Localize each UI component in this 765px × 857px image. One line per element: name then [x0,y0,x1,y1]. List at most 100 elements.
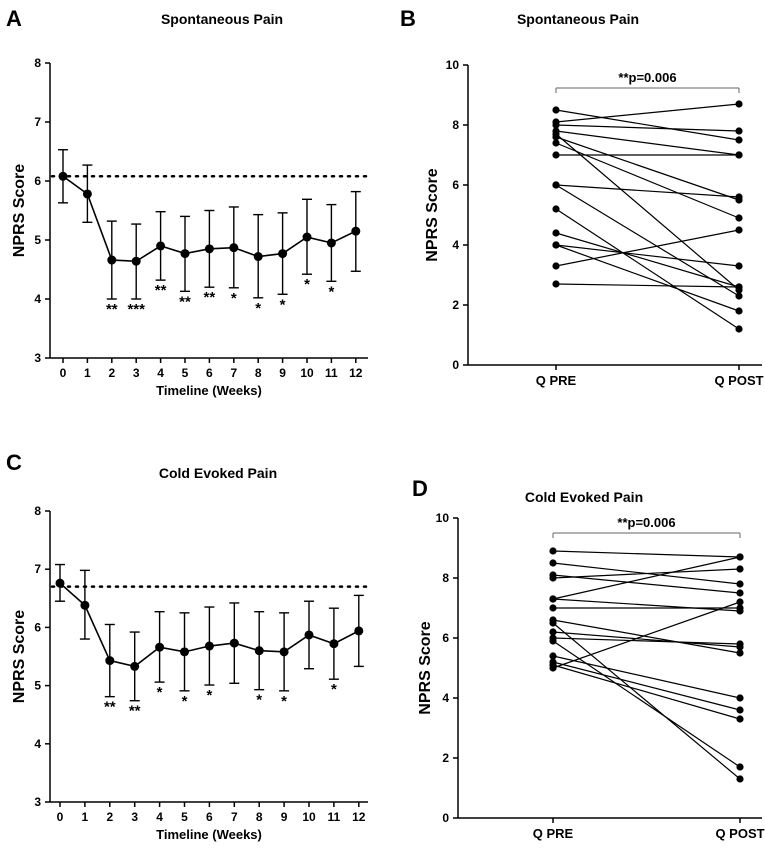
y-tick-label: 8 [34,504,41,518]
subject-pair-line [555,124,740,132]
subject-pair-line [552,550,741,558]
panel-b-spontaneous-prepost: Spontaneous Pain 0 2 4 6 8 10 Q PRE Q POST NPRS S… [424,11,764,388]
post-point [736,589,744,597]
significance-marker: * [280,296,286,313]
x-tick-label: 10 [302,810,316,824]
data-point [229,243,239,253]
subject-pair-line [555,244,740,267]
pre-point [552,229,560,237]
y-tick-label: 3 [34,795,41,809]
data-point [130,661,140,671]
p-value-annotation: **p=0.006 [617,515,675,530]
x-tick-label: 0 [57,810,64,824]
subject-pair-line [552,631,741,648]
x-tick-label: 8 [255,366,262,380]
data-point [253,252,263,262]
x-tick-label: 9 [279,366,286,380]
post-point [735,325,743,333]
x-tick-label: 11 [328,810,341,824]
pre-point [549,619,557,627]
x-axis-label: Timeline (Weeks) [156,383,262,398]
y-tick-label: 8 [452,118,459,132]
data-point [204,244,214,254]
panel-d-cold-prepost: Cold Evoked Pain 0 2 4 6 8 10 Q PRE Q POST NPRS S… [417,489,765,841]
significance-marker: ** [179,293,191,310]
post-point [735,307,743,315]
significance-marker: * [328,283,334,300]
subject-pair-line [552,601,741,669]
pre-point [552,151,560,159]
post-point [735,100,743,108]
significance-marker: * [304,276,310,293]
data-point [351,226,361,236]
subject-pair-line [555,232,740,288]
x-tick-label: 3 [133,366,140,380]
data-point [302,232,312,242]
data-point [58,171,68,181]
data-point [304,630,314,640]
chart-title: Cold Evoked Pain [159,465,277,481]
pre-point [552,205,560,213]
post-point [736,580,744,588]
x-category-label: Q PRE [533,826,574,841]
y-tick-label: 4 [442,691,449,705]
pre-point [549,652,557,660]
data-point [105,656,115,666]
subject-pair-line [552,655,741,699]
x-tick-label: 7 [230,366,237,380]
data-point [80,600,90,610]
subject-pair-line [552,637,741,645]
pre-point [549,574,557,582]
significance-marker: * [206,687,212,704]
post-point [736,643,744,651]
x-category-label: Q POST [715,826,764,841]
y-tick-label: 6 [442,631,449,645]
panel-letter-a: A [6,6,22,31]
x-axis-label: Timeline (Weeks) [156,827,262,842]
x-tick-label: 5 [181,810,188,824]
x-tick-label: 2 [108,366,115,380]
data-point [180,249,190,259]
subject-pair-line [555,133,740,291]
pre-point [552,121,560,129]
pre-point [549,637,557,645]
significance-marker: * [255,300,261,317]
post-point [735,292,743,300]
x-tick-label: 12 [352,810,366,824]
x-tick-label: 2 [106,810,113,824]
x-tick-label: 4 [156,810,163,824]
x-tick-label: 6 [206,366,213,380]
pre-point [549,628,557,636]
y-tick-label: 10 [436,511,450,525]
data-point [279,647,289,657]
subject-pair-line [555,130,740,156]
subject-pair-line [555,136,740,201]
chart-title: Cold Evoked Pain [525,489,643,505]
data-point [156,241,166,251]
significance-marker: * [157,684,163,701]
significance-marker: ** [204,289,216,306]
subject-pair-line [555,142,740,219]
x-tick-label: 7 [231,810,238,824]
subject-pair-line [555,244,740,312]
x-tick-label: 1 [82,810,89,824]
pre-point [549,664,557,672]
y-tick-label: 7 [34,115,41,129]
subject-pair-line [555,103,740,123]
post-point [736,715,744,723]
panel-letter-c: C [6,450,22,475]
x-tick-label: 11 [325,366,338,380]
x-tick-label: 8 [256,810,263,824]
y-tick-label: 0 [452,358,459,372]
y-tick-label: 0 [442,811,449,825]
data-point [204,641,214,651]
data-point [107,255,117,265]
data-point [82,189,92,199]
x-tick-label: 4 [157,366,164,380]
data-point [354,626,364,636]
chart-title: Spontaneous Pain [161,11,283,27]
subject-pair-line [552,568,741,579]
x-tick-label: 0 [60,366,67,380]
chart-title: Spontaneous Pain [517,11,639,27]
significance-marker: * [281,693,287,710]
